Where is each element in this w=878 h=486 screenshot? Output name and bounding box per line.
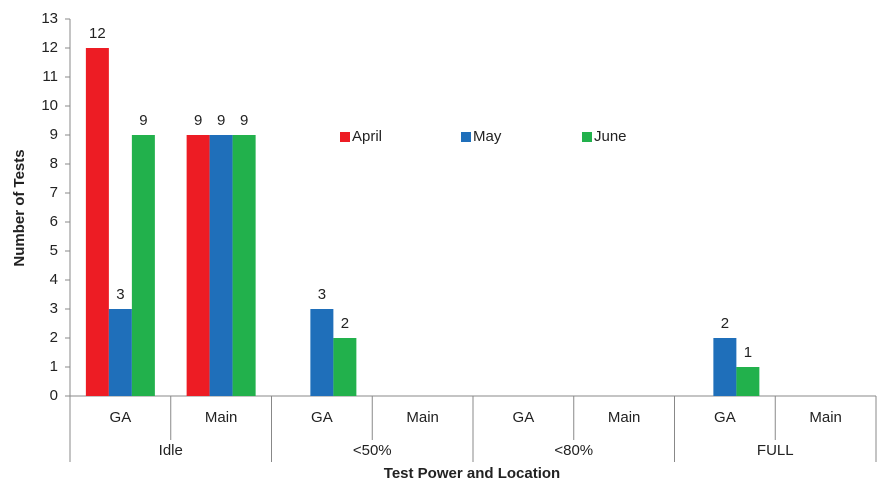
bar bbox=[232, 135, 256, 396]
data-label: 3 bbox=[116, 286, 124, 303]
data-label: 12 bbox=[89, 25, 106, 42]
bar bbox=[186, 135, 210, 396]
x-tick-label: Main bbox=[406, 409, 439, 426]
legend-swatch bbox=[340, 132, 350, 142]
x-tick-label: Main bbox=[809, 409, 842, 426]
bar bbox=[333, 338, 357, 396]
bar bbox=[108, 309, 132, 396]
bar bbox=[713, 338, 737, 396]
x-tick-label: GA bbox=[513, 409, 535, 426]
y-tick-label: 12 bbox=[41, 39, 58, 56]
y-tick-label: 11 bbox=[42, 68, 58, 85]
x-axis-title: Test Power and Location bbox=[384, 465, 560, 482]
x-tick-label: Main bbox=[608, 409, 641, 426]
y-tick-label: 5 bbox=[50, 242, 58, 259]
bar bbox=[209, 135, 233, 396]
y-tick-label: 6 bbox=[50, 213, 58, 230]
y-tick-label: 1 bbox=[50, 358, 58, 375]
x-tick-label: GA bbox=[110, 409, 132, 426]
group-label: <50% bbox=[353, 442, 392, 459]
bar bbox=[736, 367, 760, 396]
group-label: <80% bbox=[554, 442, 593, 459]
data-label: 9 bbox=[240, 112, 248, 129]
legend-swatch bbox=[582, 132, 592, 142]
bar bbox=[310, 309, 334, 396]
y-tick-label: 10 bbox=[41, 97, 58, 114]
data-label: 9 bbox=[194, 112, 202, 129]
legend-swatch bbox=[461, 132, 471, 142]
data-label: 9 bbox=[217, 112, 225, 129]
legend-label: June bbox=[594, 128, 627, 145]
y-tick-label: 7 bbox=[50, 184, 58, 201]
legend-label: May bbox=[473, 128, 502, 145]
data-label: 1 bbox=[744, 344, 752, 361]
x-tick-label: GA bbox=[714, 409, 736, 426]
y-tick-label: 3 bbox=[50, 300, 58, 317]
legend-label: April bbox=[352, 128, 382, 145]
x-tick-label: GA bbox=[311, 409, 333, 426]
data-label: 9 bbox=[139, 112, 147, 129]
data-label: 2 bbox=[721, 315, 729, 332]
y-tick-label: 0 bbox=[50, 387, 58, 404]
y-tick-label: 9 bbox=[50, 126, 58, 143]
y-tick-label: 13 bbox=[41, 10, 58, 27]
data-label: 3 bbox=[318, 286, 326, 303]
group-label: FULL bbox=[757, 442, 794, 459]
bar bbox=[131, 135, 155, 396]
y-tick-label: 8 bbox=[50, 155, 58, 172]
x-tick-label: Main bbox=[205, 409, 238, 426]
bar bbox=[85, 48, 109, 396]
y-tick-label: 2 bbox=[50, 329, 58, 346]
y-tick-label: 4 bbox=[50, 271, 58, 288]
data-label: 2 bbox=[341, 315, 349, 332]
group-label: Idle bbox=[159, 442, 183, 459]
y-axis-title: Number of Tests bbox=[11, 149, 28, 266]
